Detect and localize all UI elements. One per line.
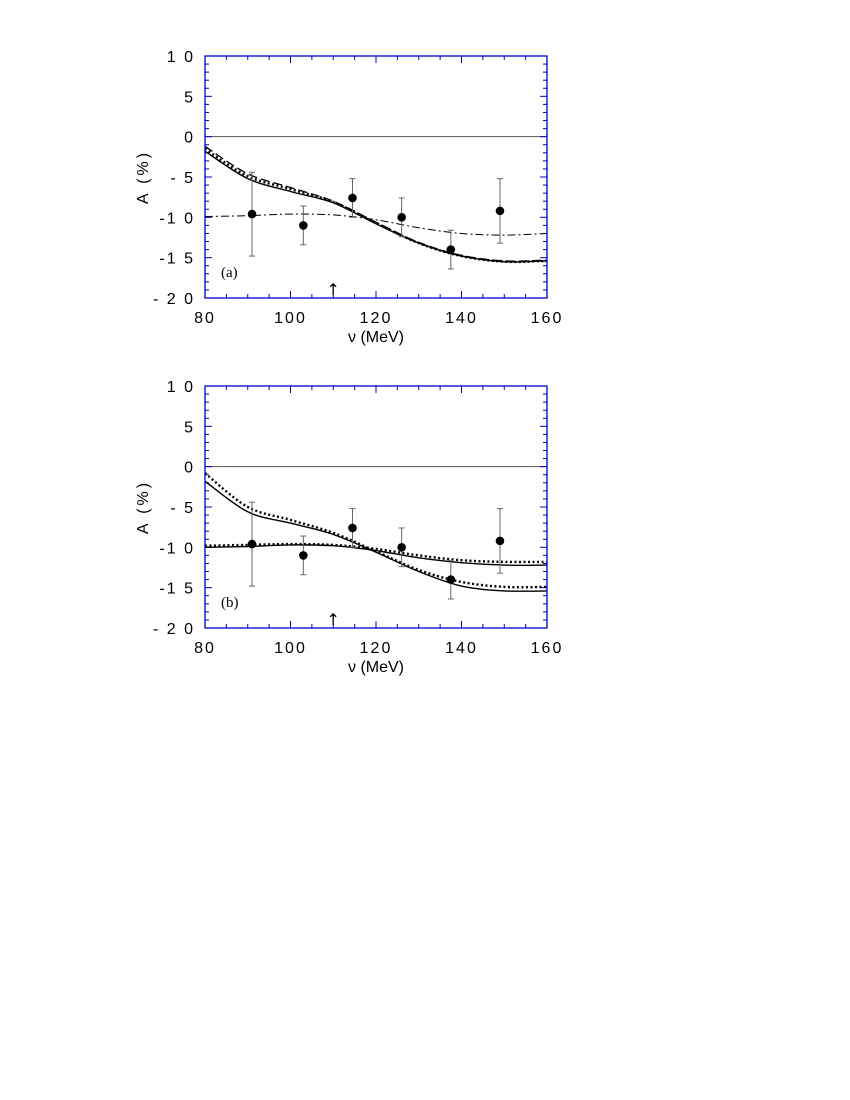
y-tick-label: 1 0: [167, 379, 195, 396]
y-tick-label: 0: [184, 460, 195, 477]
y-tick-label: -1 0: [159, 540, 195, 557]
y-tick-label: -1 5: [159, 581, 195, 598]
y-tick-label: 5: [184, 419, 195, 436]
data-point: [446, 575, 456, 584]
data-point: [397, 213, 406, 222]
x-axis-label: ν (MeV): [348, 329, 404, 346]
plot-frame: [204, 385, 548, 629]
minor-ticks: [204, 385, 548, 629]
y-tick-label: - 5: [170, 170, 195, 187]
series-line-2-dotted: [205, 472, 547, 589]
series-line-4-dotted: [205, 542, 547, 564]
x-tick-label: 140: [445, 310, 478, 327]
data-point: [348, 523, 357, 533]
data-point: [247, 539, 257, 549]
threshold-arrow-icon: ↑: [327, 280, 340, 299]
y-tick-label: - 2 0: [153, 291, 195, 308]
x-tick-label: 120: [360, 640, 393, 657]
data-point: [247, 209, 257, 219]
series-line-1-solid: [205, 150, 547, 263]
series-line-3-dotted: [205, 147, 547, 264]
series-line-3-solid: [205, 544, 547, 566]
panel-label: (b): [221, 595, 239, 611]
data-point: [299, 551, 308, 560]
series-line-4-dash-dot: [205, 213, 547, 236]
curves: [205, 472, 547, 592]
y-tick-label: - 5: [170, 500, 195, 517]
y-tick-label: - 2 0: [153, 621, 195, 638]
plot-frame: [204, 55, 548, 299]
series-line-2-dashed: [205, 145, 547, 262]
x-tick-label: 160: [531, 310, 564, 327]
y-tick-label: -1 0: [159, 210, 195, 227]
data-point: [348, 193, 357, 203]
panel-label: (a): [221, 265, 238, 281]
y-tick-label: -1 5: [159, 251, 195, 268]
y-tick-label: 0: [184, 130, 195, 147]
y-axis-label: A (%): [135, 150, 152, 204]
x-tick-label: 160: [531, 640, 564, 657]
y-axis-label: A (%): [135, 480, 152, 534]
data-point: [299, 221, 308, 230]
y-tick-label: 5: [184, 89, 195, 106]
x-tick-label: 120: [360, 310, 393, 327]
x-tick-label: 100: [274, 310, 307, 327]
data-point: [446, 245, 456, 254]
data-point: [495, 206, 505, 216]
x-tick-label: 80: [194, 310, 216, 327]
threshold-arrow-icon: ↑: [327, 610, 340, 629]
y-tick-label: 1 0: [167, 49, 195, 66]
series-line-1-solid: [205, 480, 547, 592]
x-tick-label: 100: [274, 640, 307, 657]
x-tick-label: 140: [445, 640, 478, 657]
data-point: [495, 536, 505, 546]
data-point: [397, 543, 406, 552]
curves: [205, 145, 547, 264]
x-tick-label: 80: [194, 640, 216, 657]
x-axis-label: ν (MeV): [348, 659, 404, 676]
